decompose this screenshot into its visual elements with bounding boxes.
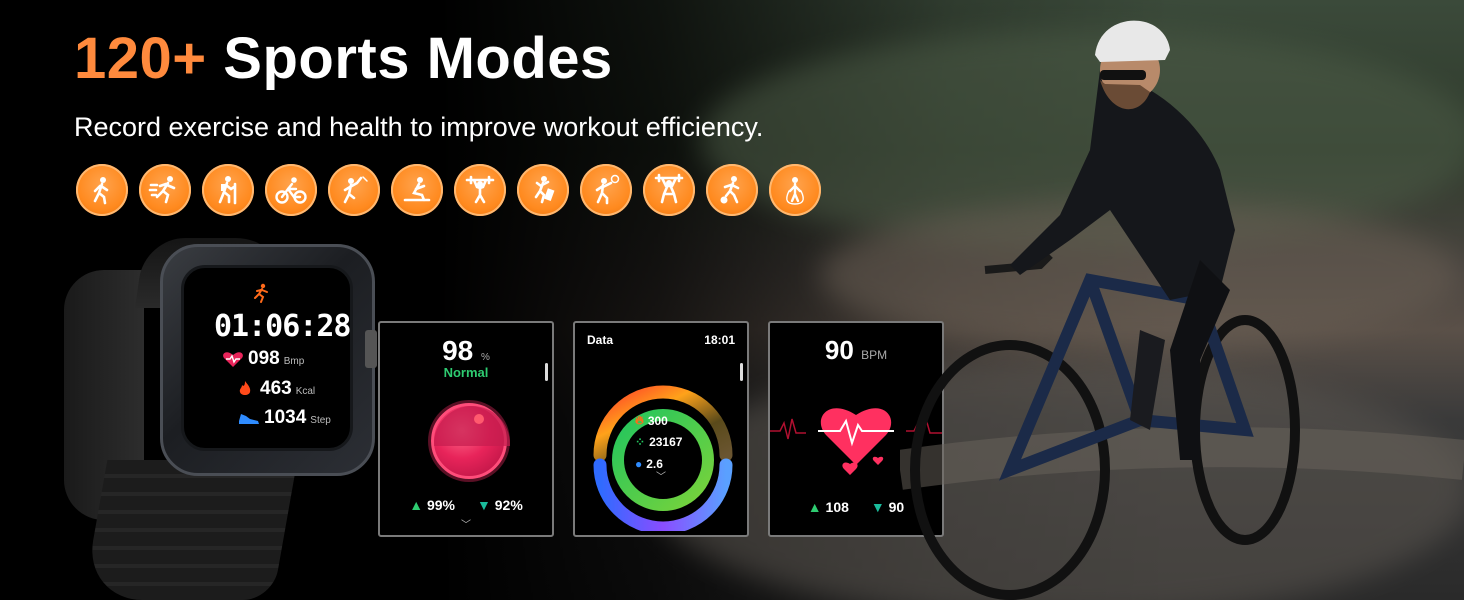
front-wheel xyxy=(910,340,1110,600)
watch-side-button xyxy=(365,330,377,368)
spo2-status: Normal xyxy=(443,365,489,380)
strength-icon xyxy=(643,164,695,216)
footsteps-icon: ⁘ xyxy=(635,435,646,449)
data-panel-title: Data xyxy=(587,333,614,347)
heart-ecg-icon xyxy=(770,408,942,475)
spo2-unit: % xyxy=(481,352,490,363)
football-icon xyxy=(706,164,758,216)
headline: 120+ Sports Modes xyxy=(74,26,613,92)
weightlifting-icon xyxy=(454,164,506,216)
watch-steps-value: 1034 xyxy=(264,407,307,428)
watch-time: 01:06:28 xyxy=(214,309,351,344)
data-steps-value: 23167 xyxy=(649,435,683,449)
running-icon xyxy=(139,164,191,216)
data-panel: Data 18:01 🔥︎ 300 xyxy=(573,321,749,537)
flame-icon: 🔥︎ xyxy=(635,413,644,427)
watch-calories-value: 463 xyxy=(260,378,292,399)
spo2-min: ▼ 92% xyxy=(477,497,523,513)
watch-steps-row: 1034 Step xyxy=(238,407,331,429)
volleyball-icon xyxy=(580,164,632,216)
cyclist-photo xyxy=(900,20,1464,600)
chevron-down-icon: ﹀ xyxy=(656,472,666,483)
spo2-value-line: 98 % xyxy=(380,335,552,367)
data-distance: ● 2.6 xyxy=(635,457,663,471)
spo2-max: ▲ 99% xyxy=(409,497,455,513)
location-pin-icon: ● xyxy=(635,457,643,471)
watch-heart-unit: Bmp xyxy=(283,356,305,367)
scroll-indicator xyxy=(545,363,548,381)
heart-rate-min: ▼ 90 xyxy=(870,499,905,515)
bubble-icon xyxy=(474,414,484,424)
badminton-icon xyxy=(328,164,380,216)
watch-steps-unit: Step xyxy=(310,415,331,426)
heart-rate-min-value: 90 xyxy=(888,499,905,515)
sport-icons-row xyxy=(76,164,821,216)
running-icon xyxy=(254,283,268,303)
heart-rate-value: 90 xyxy=(824,335,854,365)
hiking-icon xyxy=(202,164,254,216)
data-calories: 🔥︎ 300 xyxy=(635,413,668,428)
heart-icon xyxy=(223,352,243,367)
heart-rate-max-value: 108 xyxy=(825,499,849,515)
data-steps: ⁘ 23167 xyxy=(635,435,682,449)
data-panel-time: 18:01 xyxy=(704,333,735,347)
chevron-down-icon: ﹀ xyxy=(461,520,471,531)
rowing-icon xyxy=(391,164,443,216)
heart-rate-panel: 90 BPM ▲ 108 ▼ 90 xyxy=(768,321,944,537)
cycling-icon xyxy=(265,164,317,216)
jump-rope-icon xyxy=(769,164,821,216)
orb-wave xyxy=(434,406,510,446)
watch-calories-unit: Kcal xyxy=(295,386,316,397)
shoe-icon xyxy=(239,414,259,424)
spo2-max-value: 99% xyxy=(426,497,455,513)
heart-rate-line: 90 BPM xyxy=(770,335,942,366)
spo2-value: 98 xyxy=(442,335,474,366)
spo2-min-value: 92% xyxy=(494,497,523,513)
heart-rate-max: ▲ 108 xyxy=(807,499,849,515)
climbing-icon xyxy=(517,164,569,216)
watch-heart-row: 098 Bmp xyxy=(222,348,304,370)
watch-screen xyxy=(181,265,353,451)
watch-heart-value: 098 xyxy=(248,348,280,369)
data-distance-value: 2.6 xyxy=(646,457,663,471)
blood-oxygen-orb-icon xyxy=(431,403,510,479)
watch-strap-bottom xyxy=(82,460,298,600)
data-calories-value: 300 xyxy=(647,413,668,428)
spo2-stats: ▲ 99% ▼ 92% xyxy=(380,497,552,513)
subtitle: Record exercise and health to improve wo… xyxy=(74,112,764,142)
scroll-indicator xyxy=(740,363,743,381)
watch-calories-row: 463 Kcal xyxy=(234,378,315,400)
heart-rate-stats: ▲ 108 ▼ 90 xyxy=(770,499,942,515)
flame-icon xyxy=(239,381,251,395)
heart-rate-unit: BPM xyxy=(861,348,888,362)
walking-icon xyxy=(76,164,128,216)
headline-rest: Sports Modes xyxy=(223,26,613,91)
spo2-panel: 98 % Normal ▲ 99% ▼ 92% ﹀ xyxy=(378,321,554,537)
headline-accent: 120+ xyxy=(74,26,207,91)
data-panel-header: Data 18:01 xyxy=(587,333,735,347)
activity-rings xyxy=(593,385,733,531)
